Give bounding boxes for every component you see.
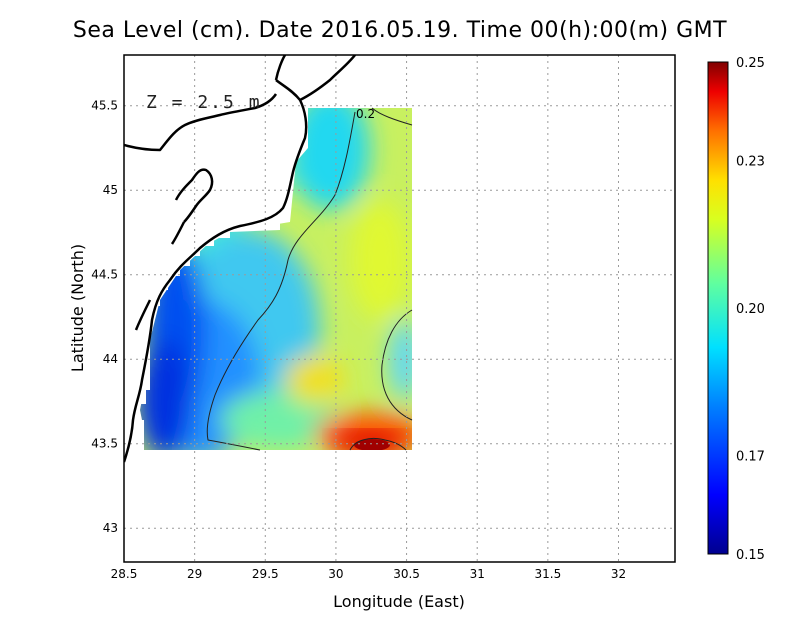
y-tick-label: 45: [103, 183, 118, 197]
x-axis-ticks: 28.5 29 29.5 30 30.5 31 31.5 32: [111, 567, 626, 581]
colorbar-tick-label: 0.20: [736, 302, 765, 317]
x-tick-label: 30.5: [393, 567, 420, 581]
coastline: [124, 55, 356, 463]
grid-lines: [124, 55, 675, 562]
y-axis-ticks: 43 43.5 44 44.5 45 45.5: [91, 99, 118, 536]
y-axis-title: Latitude (North): [68, 244, 87, 372]
colorbar-tick-label: 0.17: [736, 450, 765, 465]
x-tick-label: 31: [470, 567, 485, 581]
x-tick-label: 30: [328, 567, 343, 581]
colorbar: [707, 61, 729, 555]
x-tick-label: 32: [611, 567, 626, 581]
x-tick-label: 28.5: [111, 567, 138, 581]
x-axis-title: Longitude (East): [333, 592, 465, 611]
y-tick-label: 44: [103, 352, 118, 366]
y-tick-label: 44.5: [91, 268, 118, 282]
x-tick-label: 29: [187, 567, 202, 581]
x-tick-label: 29.5: [252, 567, 279, 581]
contour-label: 0.2: [356, 107, 375, 121]
contour-lines: [206, 107, 413, 451]
colorbar-ticks: 0.15 0.17 0.20 0.23 0.25: [736, 56, 765, 563]
x-tick-label: 31.5: [534, 567, 561, 581]
colorbar-tick-label: 0.25: [736, 56, 765, 71]
y-tick-label: 45.5: [91, 99, 118, 113]
plot-frame: [123, 54, 676, 563]
depth-label: Z = 2.5 m: [146, 92, 262, 113]
map-title: Sea Level (cm). Date 2016.05.19. Time 00…: [72, 18, 728, 43]
y-tick-label: 43.5: [91, 437, 118, 451]
land-mask: [124, 55, 308, 450]
y-tick-label: 43: [103, 521, 118, 535]
colorbar-tick-label: 0.15: [736, 548, 765, 563]
colorbar-tick-label: 0.23: [736, 154, 765, 169]
sea-level-field: [140, 108, 412, 450]
